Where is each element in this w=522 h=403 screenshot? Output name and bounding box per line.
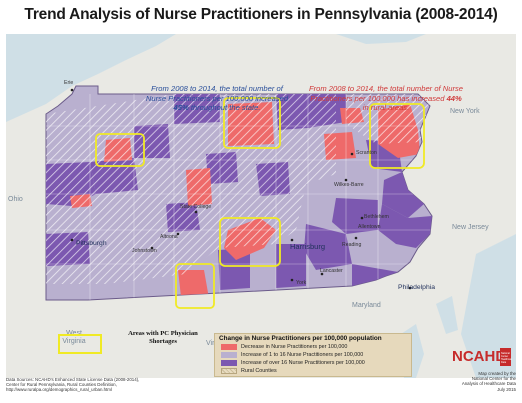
label-erie: Erie (64, 80, 74, 86)
map-credit: Map created by the National Center for t… (430, 371, 516, 392)
map-area: From 2008 to 2014, the total number of N… (6, 34, 516, 378)
legend-swatch-hatched (221, 368, 237, 374)
label-new-york: New York (450, 108, 480, 115)
legend-label: Rural Counties (241, 368, 277, 374)
legend-label: Decrease in Nurse Practitioners per 100,… (241, 344, 348, 350)
pennsylvania-map (6, 34, 516, 378)
label-pittsburgh: Pittsburgh (76, 240, 107, 247)
rural-caption: From 2008 to 2014, the total number of N… (308, 84, 464, 112)
label-york: York (296, 280, 307, 286)
shortage-outlines (95, 97, 425, 309)
label-west-virginia: West Virginia (62, 330, 86, 345)
label-wilkes-barre: Wilkes-Barre (334, 182, 364, 188)
label-state-college: State College (180, 204, 212, 210)
sources-line: Center for Rural Pennsylvania, Rural Cou… (6, 382, 117, 388)
label-bethlehem: Bethlehem (364, 214, 389, 220)
credit-line: National Center for the (471, 376, 516, 382)
label-philadelphia: Philadelphia (398, 284, 436, 291)
shortage-legend: Areas with PC Physician Shortages (58, 330, 218, 370)
label-harrisburg: Harrisburg (290, 242, 326, 251)
legend-swatch (221, 344, 237, 350)
label-lancaster: Lancaster (320, 268, 343, 274)
page-title: Trend Analysis of Nurse Practitioners in… (24, 6, 498, 23)
label-new-jersey: New Jersey (452, 224, 489, 231)
label-ohio: Ohio (8, 196, 23, 203)
label-reading: Reading (342, 242, 362, 248)
legend-label: Increase of over 16 Nurse Practitioners … (241, 360, 365, 366)
city-markers (70, 88, 412, 290)
statewide-caption: From 2008 to 2014, the total number of N… (145, 84, 289, 112)
label-johnstown: Johnstown (132, 248, 157, 254)
map-legend: Change in Nurse Practitioners per 100,00… (214, 333, 412, 377)
rural-percent: 44% (446, 93, 462, 103)
lake-erie (6, 34, 176, 122)
legend-title: Change in Nurse Practitioners per 100,00… (219, 335, 382, 342)
logo-text: NCAHD (452, 348, 506, 365)
legend-label: Increase of 1 to 16 Nurse Practitioners … (241, 352, 364, 358)
shortage-swatch (58, 334, 102, 354)
ncahd-logo: NCAHD National Center Healthcare Data (452, 346, 513, 370)
data-sources: Data Sources: NCAHD's Enhanced State Lic… (6, 377, 236, 393)
credit-date: July 2015 (497, 386, 516, 392)
label-scranton: Scranton (356, 150, 377, 156)
label-allentown: Allentown (358, 224, 381, 230)
credit-line: Analysis of Healthcare Data (461, 381, 516, 387)
sources-line: Data Sources: NCAHD's Enhanced State Lic… (6, 377, 140, 382)
legend-swatch (221, 360, 237, 366)
shortage-label: Areas with PC Physician Shortages (128, 330, 198, 345)
credit-line: Map created by the (478, 371, 516, 376)
sources-link: http://www.ruralpa.org/demographics_rura… (6, 387, 112, 393)
label-maryland: Maryland (352, 302, 381, 309)
label-altoona: Altoona (160, 234, 178, 240)
legend-swatch (221, 352, 237, 358)
statewide-percent: 45% (173, 103, 189, 112)
